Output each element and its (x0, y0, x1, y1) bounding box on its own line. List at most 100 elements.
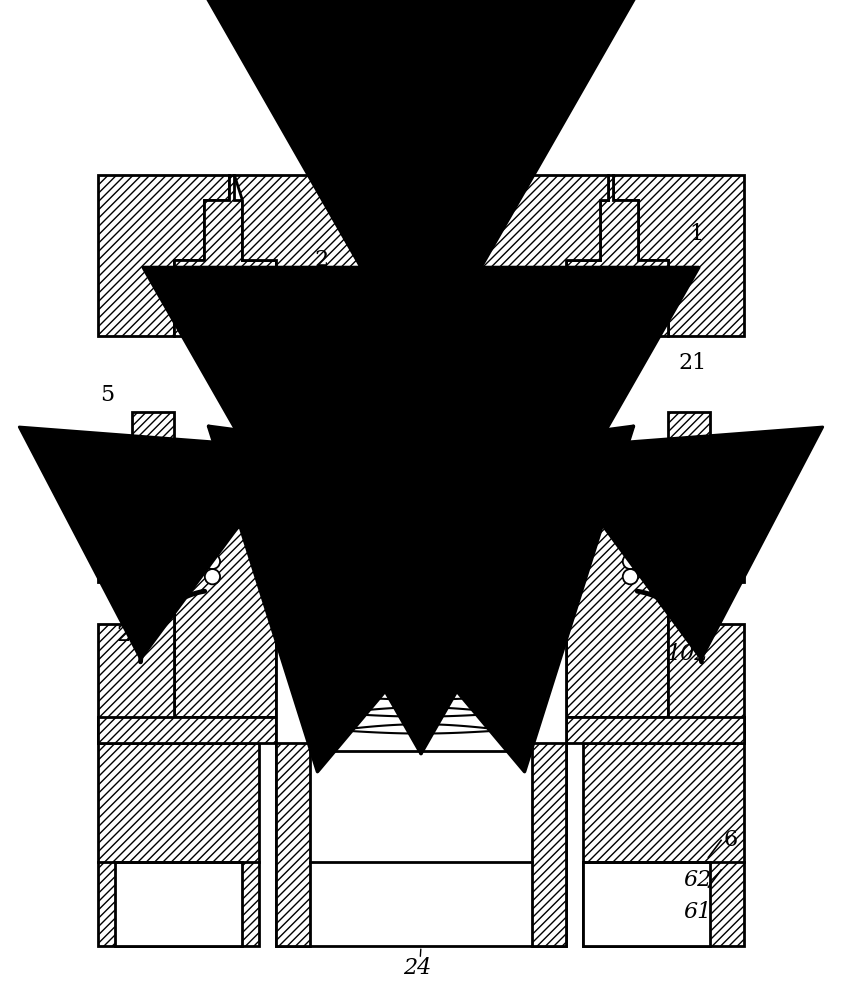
Polygon shape (566, 175, 668, 336)
Text: 102: 102 (666, 643, 708, 665)
Circle shape (568, 462, 584, 478)
Circle shape (205, 569, 220, 584)
Circle shape (205, 539, 220, 554)
Circle shape (328, 688, 345, 705)
Circle shape (260, 478, 275, 493)
Polygon shape (174, 446, 276, 717)
Text: 6: 6 (723, 829, 738, 851)
Circle shape (497, 637, 514, 654)
Circle shape (623, 523, 638, 539)
Circle shape (328, 671, 345, 688)
Circle shape (260, 539, 275, 554)
Polygon shape (613, 175, 744, 336)
Text: 25: 25 (122, 527, 150, 549)
Circle shape (260, 493, 275, 508)
Bar (276, 743, 310, 946)
Polygon shape (276, 260, 566, 268)
Polygon shape (276, 268, 327, 446)
Circle shape (623, 569, 638, 584)
Circle shape (568, 478, 584, 493)
Text: 22: 22 (674, 496, 703, 518)
Bar (566, 446, 668, 505)
Text: 3: 3 (141, 496, 155, 518)
Bar (98, 717, 276, 743)
Circle shape (623, 447, 638, 462)
Polygon shape (233, 175, 609, 268)
Circle shape (260, 523, 275, 539)
Circle shape (497, 671, 514, 688)
Text: 101: 101 (679, 533, 722, 555)
Circle shape (497, 705, 514, 722)
Circle shape (362, 480, 480, 599)
Circle shape (328, 620, 345, 637)
Polygon shape (98, 717, 174, 743)
Text: 5: 5 (99, 384, 114, 406)
Polygon shape (515, 268, 566, 446)
Text: 26: 26 (117, 624, 145, 646)
Circle shape (260, 447, 275, 462)
Polygon shape (98, 175, 229, 336)
Polygon shape (515, 268, 566, 446)
Polygon shape (310, 336, 532, 446)
Polygon shape (668, 505, 744, 743)
Circle shape (623, 493, 638, 508)
Bar (583, 862, 710, 946)
Polygon shape (276, 268, 327, 446)
Circle shape (328, 637, 345, 654)
Bar (115, 862, 242, 946)
Circle shape (328, 722, 345, 739)
Circle shape (260, 569, 275, 584)
Circle shape (205, 478, 220, 493)
Circle shape (328, 603, 345, 620)
Circle shape (205, 493, 220, 508)
Circle shape (260, 508, 275, 523)
Circle shape (568, 508, 584, 523)
Circle shape (497, 722, 514, 739)
Text: 21: 21 (679, 352, 707, 374)
Circle shape (568, 569, 584, 584)
Circle shape (568, 447, 584, 462)
Circle shape (260, 462, 275, 478)
Bar (174, 446, 276, 505)
Bar (98, 743, 259, 946)
Text: 4: 4 (141, 565, 154, 587)
Circle shape (623, 478, 638, 493)
Circle shape (328, 654, 345, 671)
Circle shape (205, 554, 220, 569)
Polygon shape (174, 175, 276, 336)
Polygon shape (668, 717, 744, 743)
Text: 62: 62 (683, 869, 711, 891)
Circle shape (497, 688, 514, 705)
Text: 23: 23 (435, 365, 464, 387)
Circle shape (497, 620, 514, 637)
Circle shape (623, 554, 638, 569)
Circle shape (623, 539, 638, 554)
Polygon shape (98, 412, 174, 505)
Bar (532, 743, 566, 946)
Bar (583, 743, 744, 946)
Circle shape (205, 508, 220, 523)
Circle shape (497, 603, 514, 620)
Circle shape (260, 554, 275, 569)
Circle shape (205, 447, 220, 462)
Bar (276, 421, 566, 751)
Circle shape (568, 539, 584, 554)
Bar (276, 743, 566, 946)
Circle shape (568, 554, 584, 569)
Circle shape (623, 508, 638, 523)
Polygon shape (566, 446, 668, 717)
Polygon shape (310, 336, 532, 446)
Circle shape (568, 523, 584, 539)
Bar (566, 717, 744, 743)
Circle shape (328, 705, 345, 722)
Text: 24: 24 (403, 957, 431, 979)
Circle shape (497, 654, 514, 671)
Text: 1: 1 (690, 223, 704, 245)
Circle shape (623, 462, 638, 478)
Circle shape (568, 493, 584, 508)
Text: 2: 2 (314, 249, 328, 271)
Polygon shape (98, 505, 174, 743)
Circle shape (205, 462, 220, 478)
Text: 61: 61 (683, 901, 711, 923)
Circle shape (205, 523, 220, 539)
